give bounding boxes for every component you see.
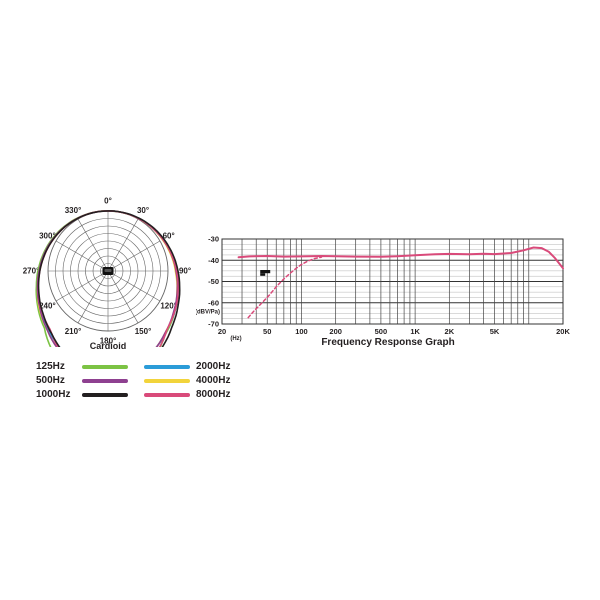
polar-curve-1000Hz xyxy=(37,210,181,347)
svg-text:30°: 30° xyxy=(137,206,149,215)
svg-text:50: 50 xyxy=(263,327,271,336)
frequency-response-chart: -30 -40 -50 -60 -70 (dBV/Pa) 20 50 100 200 500 1K 2K… xyxy=(196,235,571,343)
svg-text:150°: 150° xyxy=(135,327,152,336)
svg-text:20: 20 xyxy=(218,327,226,336)
legend-column-right: 2000Hz 4000Hz 8000Hz xyxy=(144,362,238,400)
frequency-legend: 125Hz 500Hz 1000Hz 2000Hz 4000Hz 8000Hz xyxy=(36,362,238,400)
svg-text:-70: -70 xyxy=(208,320,219,329)
svg-text:5K: 5K xyxy=(490,327,500,336)
legend-item: 2000Hz xyxy=(144,362,238,372)
legend-label: 1000Hz xyxy=(36,389,71,400)
legend-item: 1000Hz xyxy=(36,390,128,400)
legend-swatch xyxy=(144,365,190,369)
freq-curve-low-cut-response xyxy=(247,256,323,319)
svg-text:-50: -50 xyxy=(208,277,219,286)
svg-text:200: 200 xyxy=(329,327,342,336)
svg-text:-30: -30 xyxy=(208,235,219,244)
legend-item: 4000Hz xyxy=(144,376,238,386)
legend-label: 8000Hz xyxy=(196,389,231,400)
svg-text:180°: 180° xyxy=(100,337,117,346)
freq-curve-response xyxy=(237,246,564,270)
freq-x-tick-labels: 20 50 100 200 500 1K 2K 5K 20K (Hz) xyxy=(218,327,571,342)
svg-text:500: 500 xyxy=(375,327,388,336)
legend-label: 2000Hz xyxy=(196,361,231,372)
polar-pattern-title: Cardioid xyxy=(89,341,127,351)
svg-text:0°: 0° xyxy=(104,197,112,206)
polar-series-curves xyxy=(35,210,181,347)
legend-label: 500Hz xyxy=(36,375,65,386)
legend-item: 8000Hz xyxy=(144,390,238,400)
svg-text:(dBV/Pa): (dBV/Pa) xyxy=(196,309,220,315)
svg-text:210°: 210° xyxy=(65,327,82,336)
svg-text:100: 100 xyxy=(295,327,308,336)
legend-swatch xyxy=(82,379,128,383)
svg-text:240°: 240° xyxy=(39,302,56,311)
svg-text:2K: 2K xyxy=(445,327,455,336)
svg-text:20K: 20K xyxy=(556,327,570,336)
svg-text:90°: 90° xyxy=(179,267,191,276)
svg-text:120°: 120° xyxy=(160,302,177,311)
svg-text:270°: 270° xyxy=(23,267,40,276)
legend-swatch xyxy=(82,393,128,397)
flag-marker xyxy=(260,270,271,276)
legend-column-left: 125Hz 500Hz 1000Hz xyxy=(36,362,128,400)
legend-item: 500Hz xyxy=(36,376,128,386)
svg-text:-60: -60 xyxy=(208,298,219,307)
microphone-icon xyxy=(102,267,114,275)
legend-label: 125Hz xyxy=(36,361,65,372)
svg-text:330°: 330° xyxy=(65,206,82,215)
svg-text:300°: 300° xyxy=(39,232,56,241)
legend-label: 4000Hz xyxy=(196,375,231,386)
freq-grid xyxy=(221,238,564,325)
polar-angle-labels: 0° 30° 60° 90° 120° 150° 180° 210° 240° 270° 300° 3… xyxy=(23,197,191,346)
legend-swatch xyxy=(144,393,190,397)
legend-swatch xyxy=(82,365,128,369)
svg-text:-40: -40 xyxy=(208,256,219,265)
svg-text:1K: 1K xyxy=(410,327,420,336)
svg-text:(Hz): (Hz) xyxy=(230,336,241,342)
svg-text:60°: 60° xyxy=(163,232,175,241)
polar-pattern-chart: 0° 30° 60° 90° 120° 150° 180° 210° 240° 270° 300° 3… xyxy=(23,197,191,347)
legend-swatch xyxy=(144,379,190,383)
frequency-response-title: Frequency Response Graph xyxy=(321,337,455,348)
legend-item: 125Hz xyxy=(36,362,128,372)
freq-y-tick-labels: -30 -40 -50 -60 -70 (dBV/Pa) xyxy=(196,235,220,329)
